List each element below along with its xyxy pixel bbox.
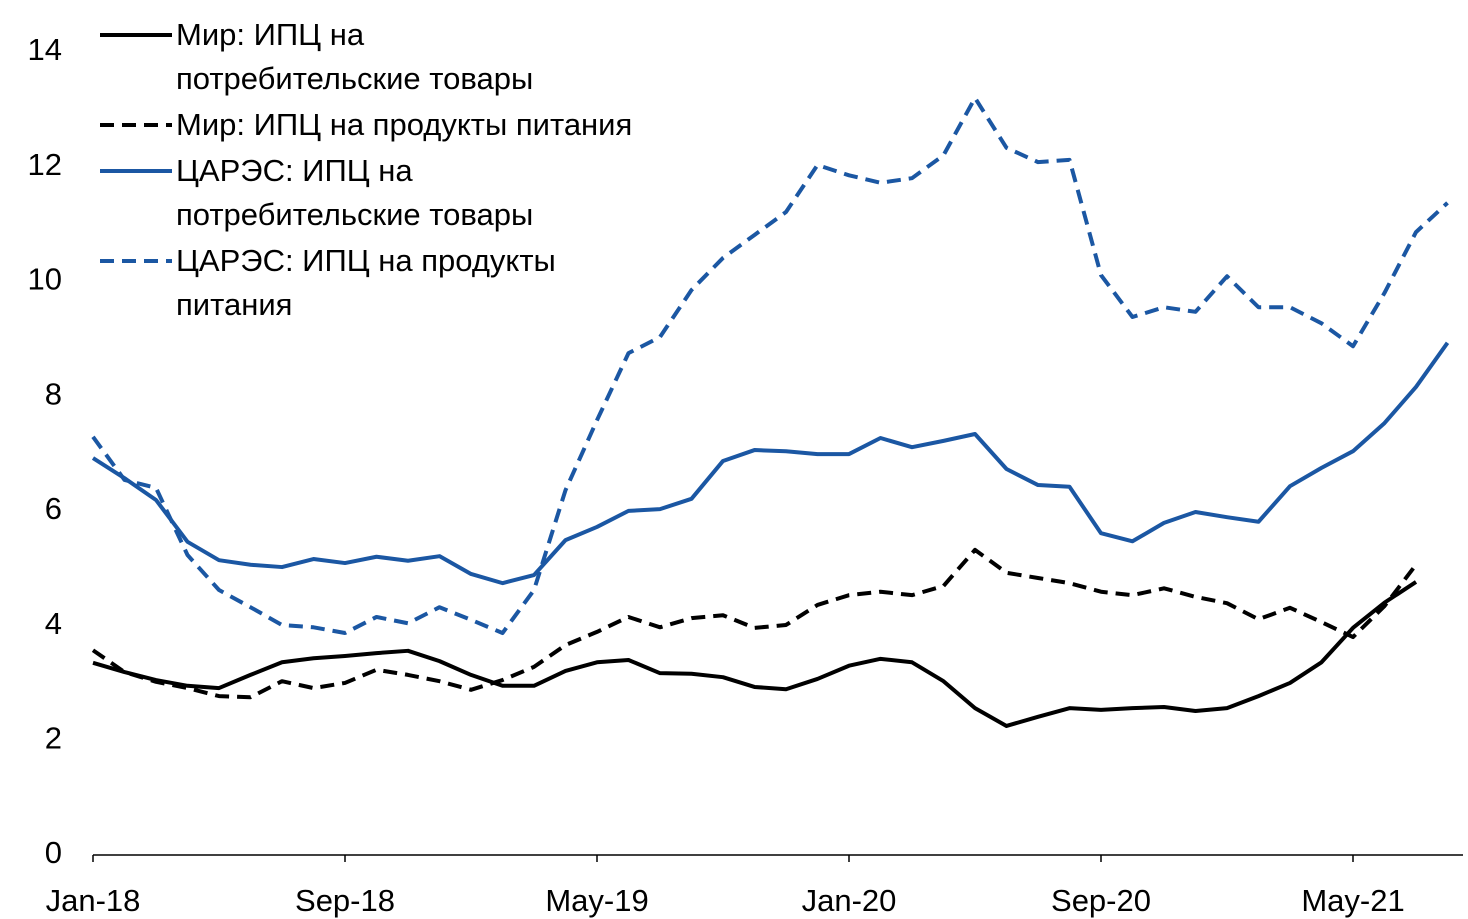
legend-swatch	[100, 169, 172, 173]
series-line	[91, 547, 1418, 700]
legend: Мир: ИПЦ на потребительские товары Мир: И…	[100, 13, 636, 329]
legend-swatch	[100, 259, 172, 263]
x-tick-label: Jan-18	[46, 883, 141, 918]
legend-swatch	[100, 33, 172, 37]
x-tick-label: Jan-20	[802, 883, 897, 918]
y-tick-label: 14	[28, 32, 62, 67]
legend-entry: ЦАРЭС: ИПЦ на потребительские товары	[100, 149, 636, 237]
series-line	[91, 341, 1450, 586]
legend-entry: Мир: ИПЦ на потребительские товары	[100, 13, 636, 101]
legend-label: Мир: ИПЦ на потребительские товары	[176, 17, 534, 96]
series-line	[92, 580, 1418, 728]
legend-entry: Мир: ИПЦ на продукты питания	[100, 103, 636, 147]
legend-swatch	[100, 123, 172, 127]
legend-label: ЦАРЭС: ИПЦ на потребительские товары	[176, 153, 534, 232]
y-tick-label: 10	[28, 262, 62, 297]
y-tick-label: 6	[45, 491, 62, 526]
legend-label: ЦАРЭС: ИПЦ на продукты питания	[176, 243, 556, 322]
x-tick-label: Sep-20	[1051, 883, 1151, 918]
series-line	[91, 95, 1449, 636]
x-tick-label: May-21	[1301, 883, 1404, 918]
x-tick-label: May-19	[545, 883, 648, 918]
y-tick-label: 12	[28, 147, 62, 182]
legend-entry: ЦАРЭС: ИПЦ на продукты питания	[100, 239, 636, 327]
y-tick-label: 2	[45, 720, 62, 755]
y-tick-label: 8	[45, 376, 62, 411]
y-tick-label: 4	[45, 606, 62, 641]
y-tick-label: 0	[45, 835, 62, 870]
x-tick-label: Sep-18	[295, 883, 395, 918]
legend-label: Мир: ИПЦ на продукты питания	[176, 107, 633, 142]
